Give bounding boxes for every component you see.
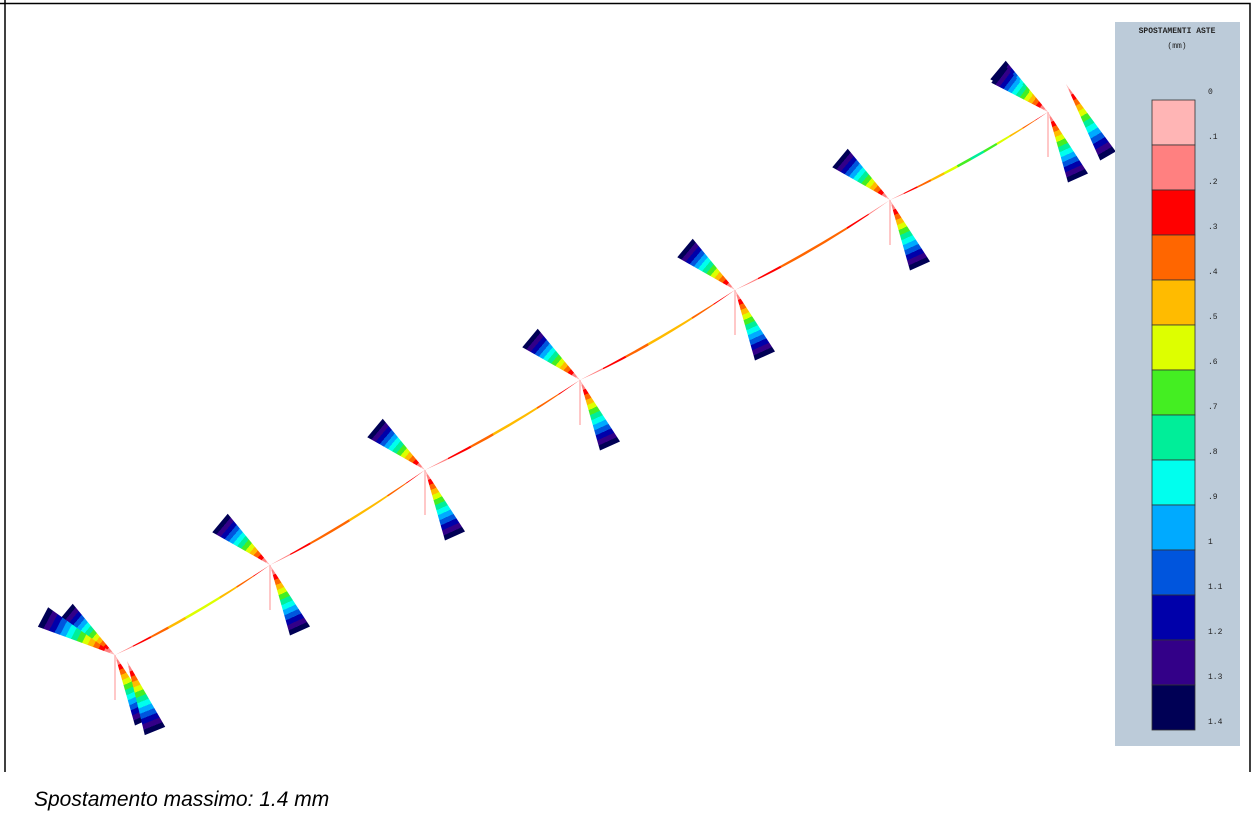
legend-band [1152, 640, 1195, 685]
wedge [1066, 84, 1116, 161]
wedge [425, 470, 465, 541]
frame [0, 0, 1250, 772]
legend-band [1152, 415, 1195, 460]
wedge [270, 565, 310, 636]
legend-band [1152, 505, 1195, 550]
legend-label: 1 [1208, 538, 1213, 547]
legend-band [1152, 280, 1195, 325]
legend-label: .6 [1208, 358, 1218, 367]
beam [580, 290, 735, 380]
beam [270, 470, 425, 565]
legend-label: 1.2 [1208, 628, 1223, 637]
legend-band [1152, 685, 1195, 730]
legend-label: .2 [1208, 178, 1218, 187]
legend-label: .5 [1208, 313, 1218, 322]
wedge [677, 239, 735, 290]
wedge [832, 149, 890, 200]
legend-label: 1.1 [1208, 583, 1223, 592]
page: SPOSTAMENTI ASTE (mm) 0 .1 .2 .3 .4 .5 .6 .7 .8.… [0, 0, 1253, 813]
legend-label: 1.4 [1208, 718, 1223, 727]
legend-label: .8 [1208, 448, 1218, 457]
legend-band [1152, 460, 1195, 505]
beam [115, 565, 270, 655]
legend-band [1152, 325, 1195, 370]
legend-label: 0 [1208, 88, 1213, 97]
legend-label: .9 [1208, 493, 1218, 502]
legend-label: .3 [1208, 223, 1218, 232]
legend-title: SPOSTAMENTI ASTE [1139, 27, 1216, 36]
legend-band [1152, 550, 1195, 595]
wedge [890, 200, 930, 271]
legend-band [1152, 235, 1195, 280]
legend-label: .4 [1208, 268, 1218, 277]
legend-scale: 0 .1 .2 .3 .4 .5 .6 .7 .8 .9 1 1.1 1.2 1.3 1.4 [1152, 88, 1223, 730]
beam [890, 112, 1048, 200]
legend-label: 1.3 [1208, 673, 1223, 682]
wedge [367, 419, 425, 470]
legend-unit: (mm) [1167, 42, 1186, 51]
legend-band [1152, 595, 1195, 640]
beam [735, 200, 890, 290]
wedge [1048, 112, 1088, 183]
legend-label: .7 [1208, 403, 1218, 412]
wedge [735, 290, 775, 361]
legend-band [1152, 100, 1195, 145]
wedge [212, 514, 270, 565]
legend-band [1152, 370, 1195, 415]
wedge [991, 65, 1048, 112]
legend-band [1152, 145, 1195, 190]
beam [425, 380, 580, 470]
wedge [580, 380, 620, 451]
caption: Spostamento massimo: 1.4 mm [34, 788, 329, 811]
legend-band [1152, 190, 1195, 235]
viewport: SPOSTAMENTI ASTE (mm) 0 .1 .2 .3 .4 .5 .6 .7 .8.… [0, 0, 1253, 813]
structure [38, 61, 1116, 735]
wedge [522, 329, 580, 380]
legend-label: .1 [1208, 133, 1218, 142]
